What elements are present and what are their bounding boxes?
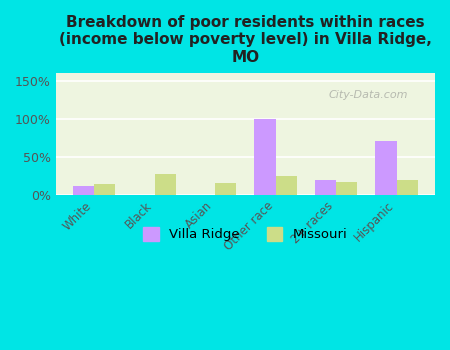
Bar (315, 180, 336, 195)
Text: City-Data.com: City-Data.com (329, 90, 408, 100)
Bar (275, 176, 297, 195)
Bar (215, 183, 236, 195)
Bar (94, 184, 115, 195)
Bar (73, 186, 94, 195)
Legend: Villa Ridge, Missouri: Villa Ridge, Missouri (138, 222, 353, 247)
Bar (155, 174, 176, 195)
Bar (254, 119, 275, 195)
Bar (375, 141, 396, 195)
Bar (396, 180, 418, 195)
Title: Breakdown of poor residents within races
(income below poverty level) in Villa R: Breakdown of poor residents within races… (59, 15, 432, 65)
Bar (336, 182, 357, 195)
